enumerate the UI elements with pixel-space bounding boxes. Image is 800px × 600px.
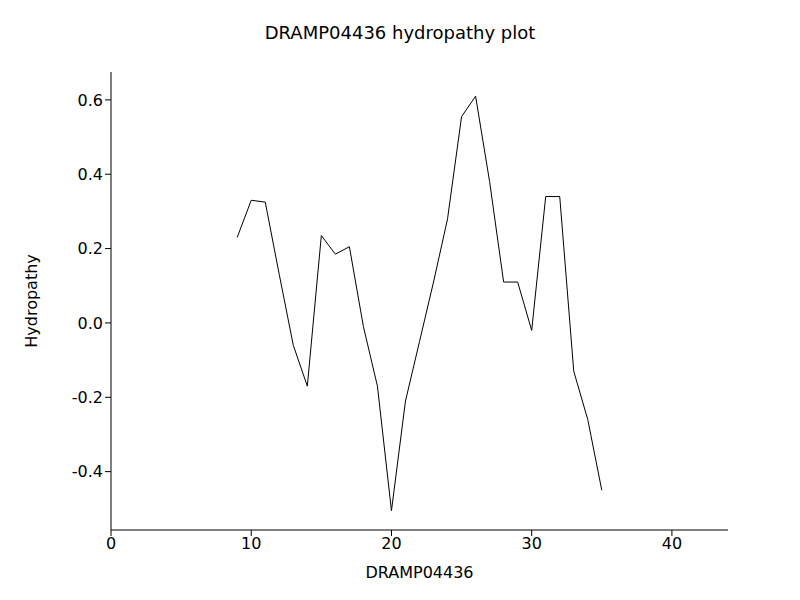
svg-text:0: 0 xyxy=(106,534,116,553)
svg-text:0.4: 0.4 xyxy=(78,165,103,184)
svg-text:0.6: 0.6 xyxy=(78,91,103,110)
svg-text:Hydropathy: Hydropathy xyxy=(22,254,41,348)
svg-text:0.2: 0.2 xyxy=(78,239,103,258)
svg-text:20: 20 xyxy=(381,534,401,553)
svg-text:30: 30 xyxy=(522,534,542,553)
svg-text:10: 10 xyxy=(241,534,261,553)
svg-text:-0.2: -0.2 xyxy=(72,388,103,407)
svg-text:-0.4: -0.4 xyxy=(72,462,103,481)
svg-text:DRAMP04436: DRAMP04436 xyxy=(365,563,473,582)
html-text:DRAMP04436 hydropathy plot: DRAMP04436 hydropathy plot xyxy=(264,22,536,43)
svg-text:40: 40 xyxy=(662,534,682,553)
svg-text:0.0: 0.0 xyxy=(78,314,103,333)
